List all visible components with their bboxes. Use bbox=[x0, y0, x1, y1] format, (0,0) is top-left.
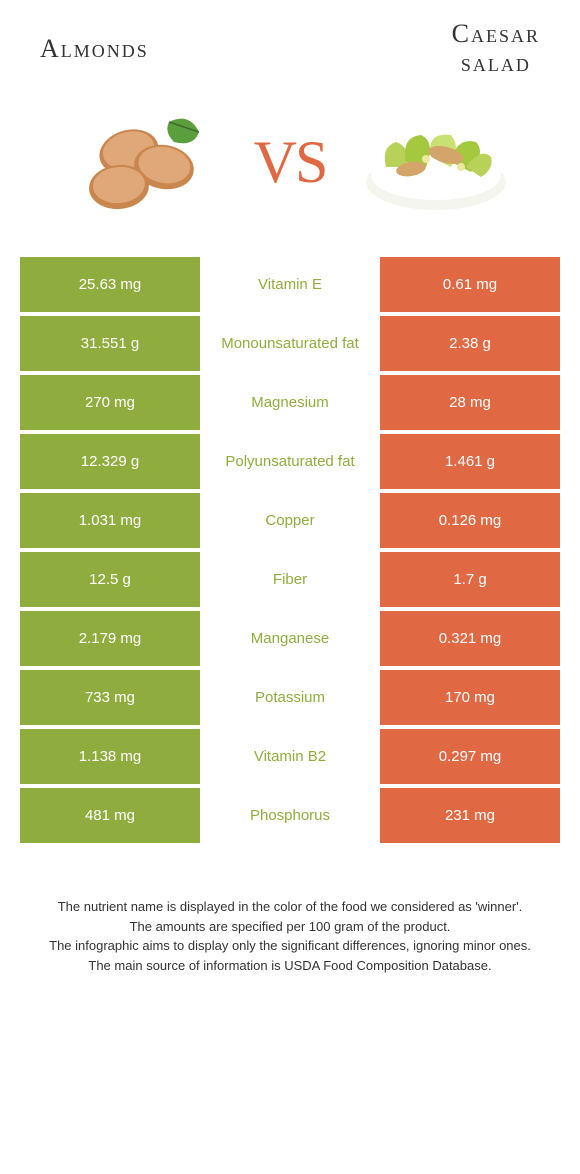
right-value: 1.7 g bbox=[380, 552, 560, 607]
table-row: 481 mg Phosphorus 231 mg bbox=[20, 788, 560, 843]
nutrient-name: Potassium bbox=[200, 670, 380, 725]
table-row: 25.63 mg Vitamin E 0.61 mg bbox=[20, 257, 560, 312]
nutrient-table: 25.63 mg Vitamin E 0.61 mg 31.551 g Mono… bbox=[20, 257, 560, 843]
food-title-left: Almonds bbox=[40, 34, 149, 64]
table-row: 1.138 mg Vitamin B2 0.297 mg bbox=[20, 729, 560, 784]
footer-line: The nutrient name is displayed in the co… bbox=[35, 897, 545, 917]
right-value: 0.321 mg bbox=[380, 611, 560, 666]
right-value: 231 mg bbox=[380, 788, 560, 843]
nutrient-name: Magnesium bbox=[200, 375, 380, 430]
footer-line: The infographic aims to display only the… bbox=[35, 936, 545, 956]
right-value: 0.61 mg bbox=[380, 257, 560, 312]
nutrient-name: Fiber bbox=[200, 552, 380, 607]
footer-notes: The nutrient name is displayed in the co… bbox=[0, 847, 580, 975]
right-value: 28 mg bbox=[380, 375, 560, 430]
left-value: 1.138 mg bbox=[20, 729, 200, 784]
header: Almonds Caesar salad bbox=[0, 0, 580, 87]
left-value: 733 mg bbox=[20, 670, 200, 725]
footer-line: The main source of information is USDA F… bbox=[35, 956, 545, 976]
table-row: 2.179 mg Manganese 0.321 mg bbox=[20, 611, 560, 666]
right-value: 0.126 mg bbox=[380, 493, 560, 548]
left-value: 12.5 g bbox=[20, 552, 200, 607]
almonds-image bbox=[64, 97, 224, 227]
left-value: 2.179 mg bbox=[20, 611, 200, 666]
right-value: 2.38 g bbox=[380, 316, 560, 371]
nutrient-name: Monounsaturated fat bbox=[200, 316, 380, 371]
left-value: 270 mg bbox=[20, 375, 200, 430]
table-row: 12.329 g Polyunsaturated fat 1.461 g bbox=[20, 434, 560, 489]
nutrient-name: Copper bbox=[200, 493, 380, 548]
table-row: 12.5 g Fiber 1.7 g bbox=[20, 552, 560, 607]
nutrient-name: Polyunsaturated fat bbox=[200, 434, 380, 489]
infographic-container: Almonds Caesar salad VS bbox=[0, 0, 580, 975]
left-value: 31.551 g bbox=[20, 316, 200, 371]
nutrient-name: Manganese bbox=[200, 611, 380, 666]
left-value: 12.329 g bbox=[20, 434, 200, 489]
nutrient-name: Phosphorus bbox=[200, 788, 380, 843]
vs-label: VS bbox=[254, 128, 327, 197]
table-row: 1.031 mg Copper 0.126 mg bbox=[20, 493, 560, 548]
right-value: 170 mg bbox=[380, 670, 560, 725]
table-row: 270 mg Magnesium 28 mg bbox=[20, 375, 560, 430]
title-right-line2: salad bbox=[461, 48, 531, 77]
table-row: 733 mg Potassium 170 mg bbox=[20, 670, 560, 725]
vs-row: VS bbox=[0, 87, 580, 257]
right-value: 0.297 mg bbox=[380, 729, 560, 784]
salad-image bbox=[356, 97, 516, 227]
nutrient-name: Vitamin E bbox=[200, 257, 380, 312]
table-row: 31.551 g Monounsaturated fat 2.38 g bbox=[20, 316, 560, 371]
left-value: 1.031 mg bbox=[20, 493, 200, 548]
nutrient-name: Vitamin B2 bbox=[200, 729, 380, 784]
left-value: 25.63 mg bbox=[20, 257, 200, 312]
food-title-right: Caesar salad bbox=[452, 20, 540, 77]
title-right-line1: Caesar bbox=[452, 19, 540, 48]
right-value: 1.461 g bbox=[380, 434, 560, 489]
left-value: 481 mg bbox=[20, 788, 200, 843]
footer-line: The amounts are specified per 100 gram o… bbox=[35, 917, 545, 937]
